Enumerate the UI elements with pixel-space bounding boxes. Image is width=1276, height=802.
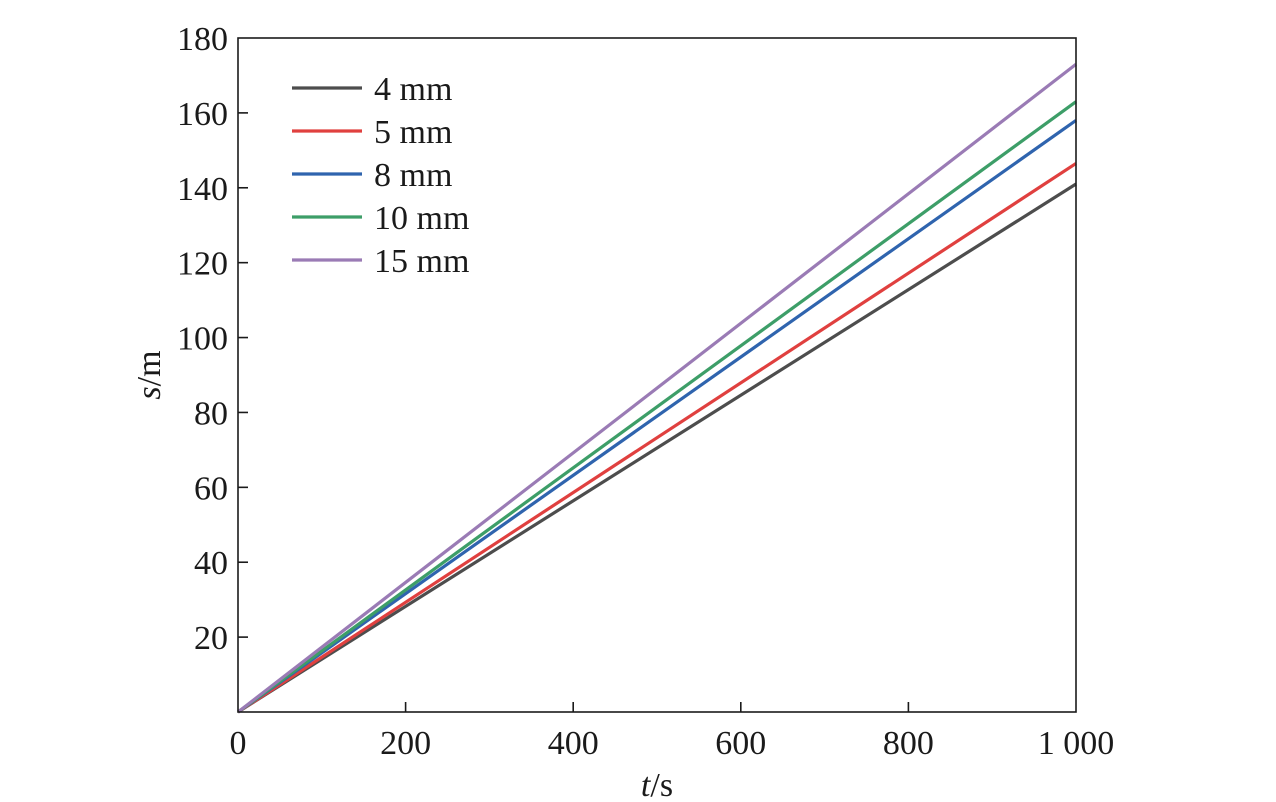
frame-layer: [237, 37, 1077, 713]
series-line-2: [237, 119, 1077, 714]
y-tick-label: 180: [177, 21, 228, 58]
y-tick-label: 60: [194, 470, 228, 507]
y-axis-unit: /m: [131, 350, 168, 386]
legend-label-0: 4 mm: [374, 71, 452, 108]
legend: 4 mm 5 mm 8 mm 10 mm 15 mm: [292, 71, 469, 280]
y-tick-label: 40: [194, 545, 228, 582]
axes-layer: 0 200 400 600 800 1 000 20 40 60 80 100 120 140 160 18…: [177, 21, 1114, 762]
series-line-3: [237, 100, 1077, 714]
y-tick-label: 20: [194, 620, 228, 657]
y-axis-variable: s: [131, 386, 168, 399]
x-axis-title: t/s: [641, 767, 673, 802]
y-tick-label: 100: [177, 321, 228, 358]
x-tick-label: 400: [548, 725, 599, 762]
x-tick-label: 800: [883, 725, 934, 762]
series-line-1: [237, 162, 1077, 714]
y-axis-title: s/m: [131, 350, 168, 399]
legend-label-3: 10 mm: [374, 200, 469, 237]
series-line-4: [237, 62, 1077, 714]
y-tick-label: 160: [177, 96, 228, 133]
series-line-0: [237, 182, 1077, 714]
x-tick-label: 1 000: [1038, 725, 1115, 762]
series-layer: [237, 62, 1077, 714]
legend-label-1: 5 mm: [374, 114, 452, 151]
legend-label-2: 8 mm: [374, 157, 452, 194]
x-tick-label: 600: [715, 725, 766, 762]
legend-label-4: 15 mm: [374, 243, 469, 280]
x-tick-label: 0: [230, 725, 247, 762]
x-axis-unit: /s: [650, 767, 673, 802]
y-tick-label: 80: [194, 395, 228, 432]
y-tick-label: 140: [177, 171, 228, 208]
x-axis-variable: t: [641, 767, 652, 802]
x-tick-label: 200: [380, 725, 431, 762]
plot-frame: [237, 37, 1077, 713]
y-tick-label: 120: [177, 246, 228, 283]
